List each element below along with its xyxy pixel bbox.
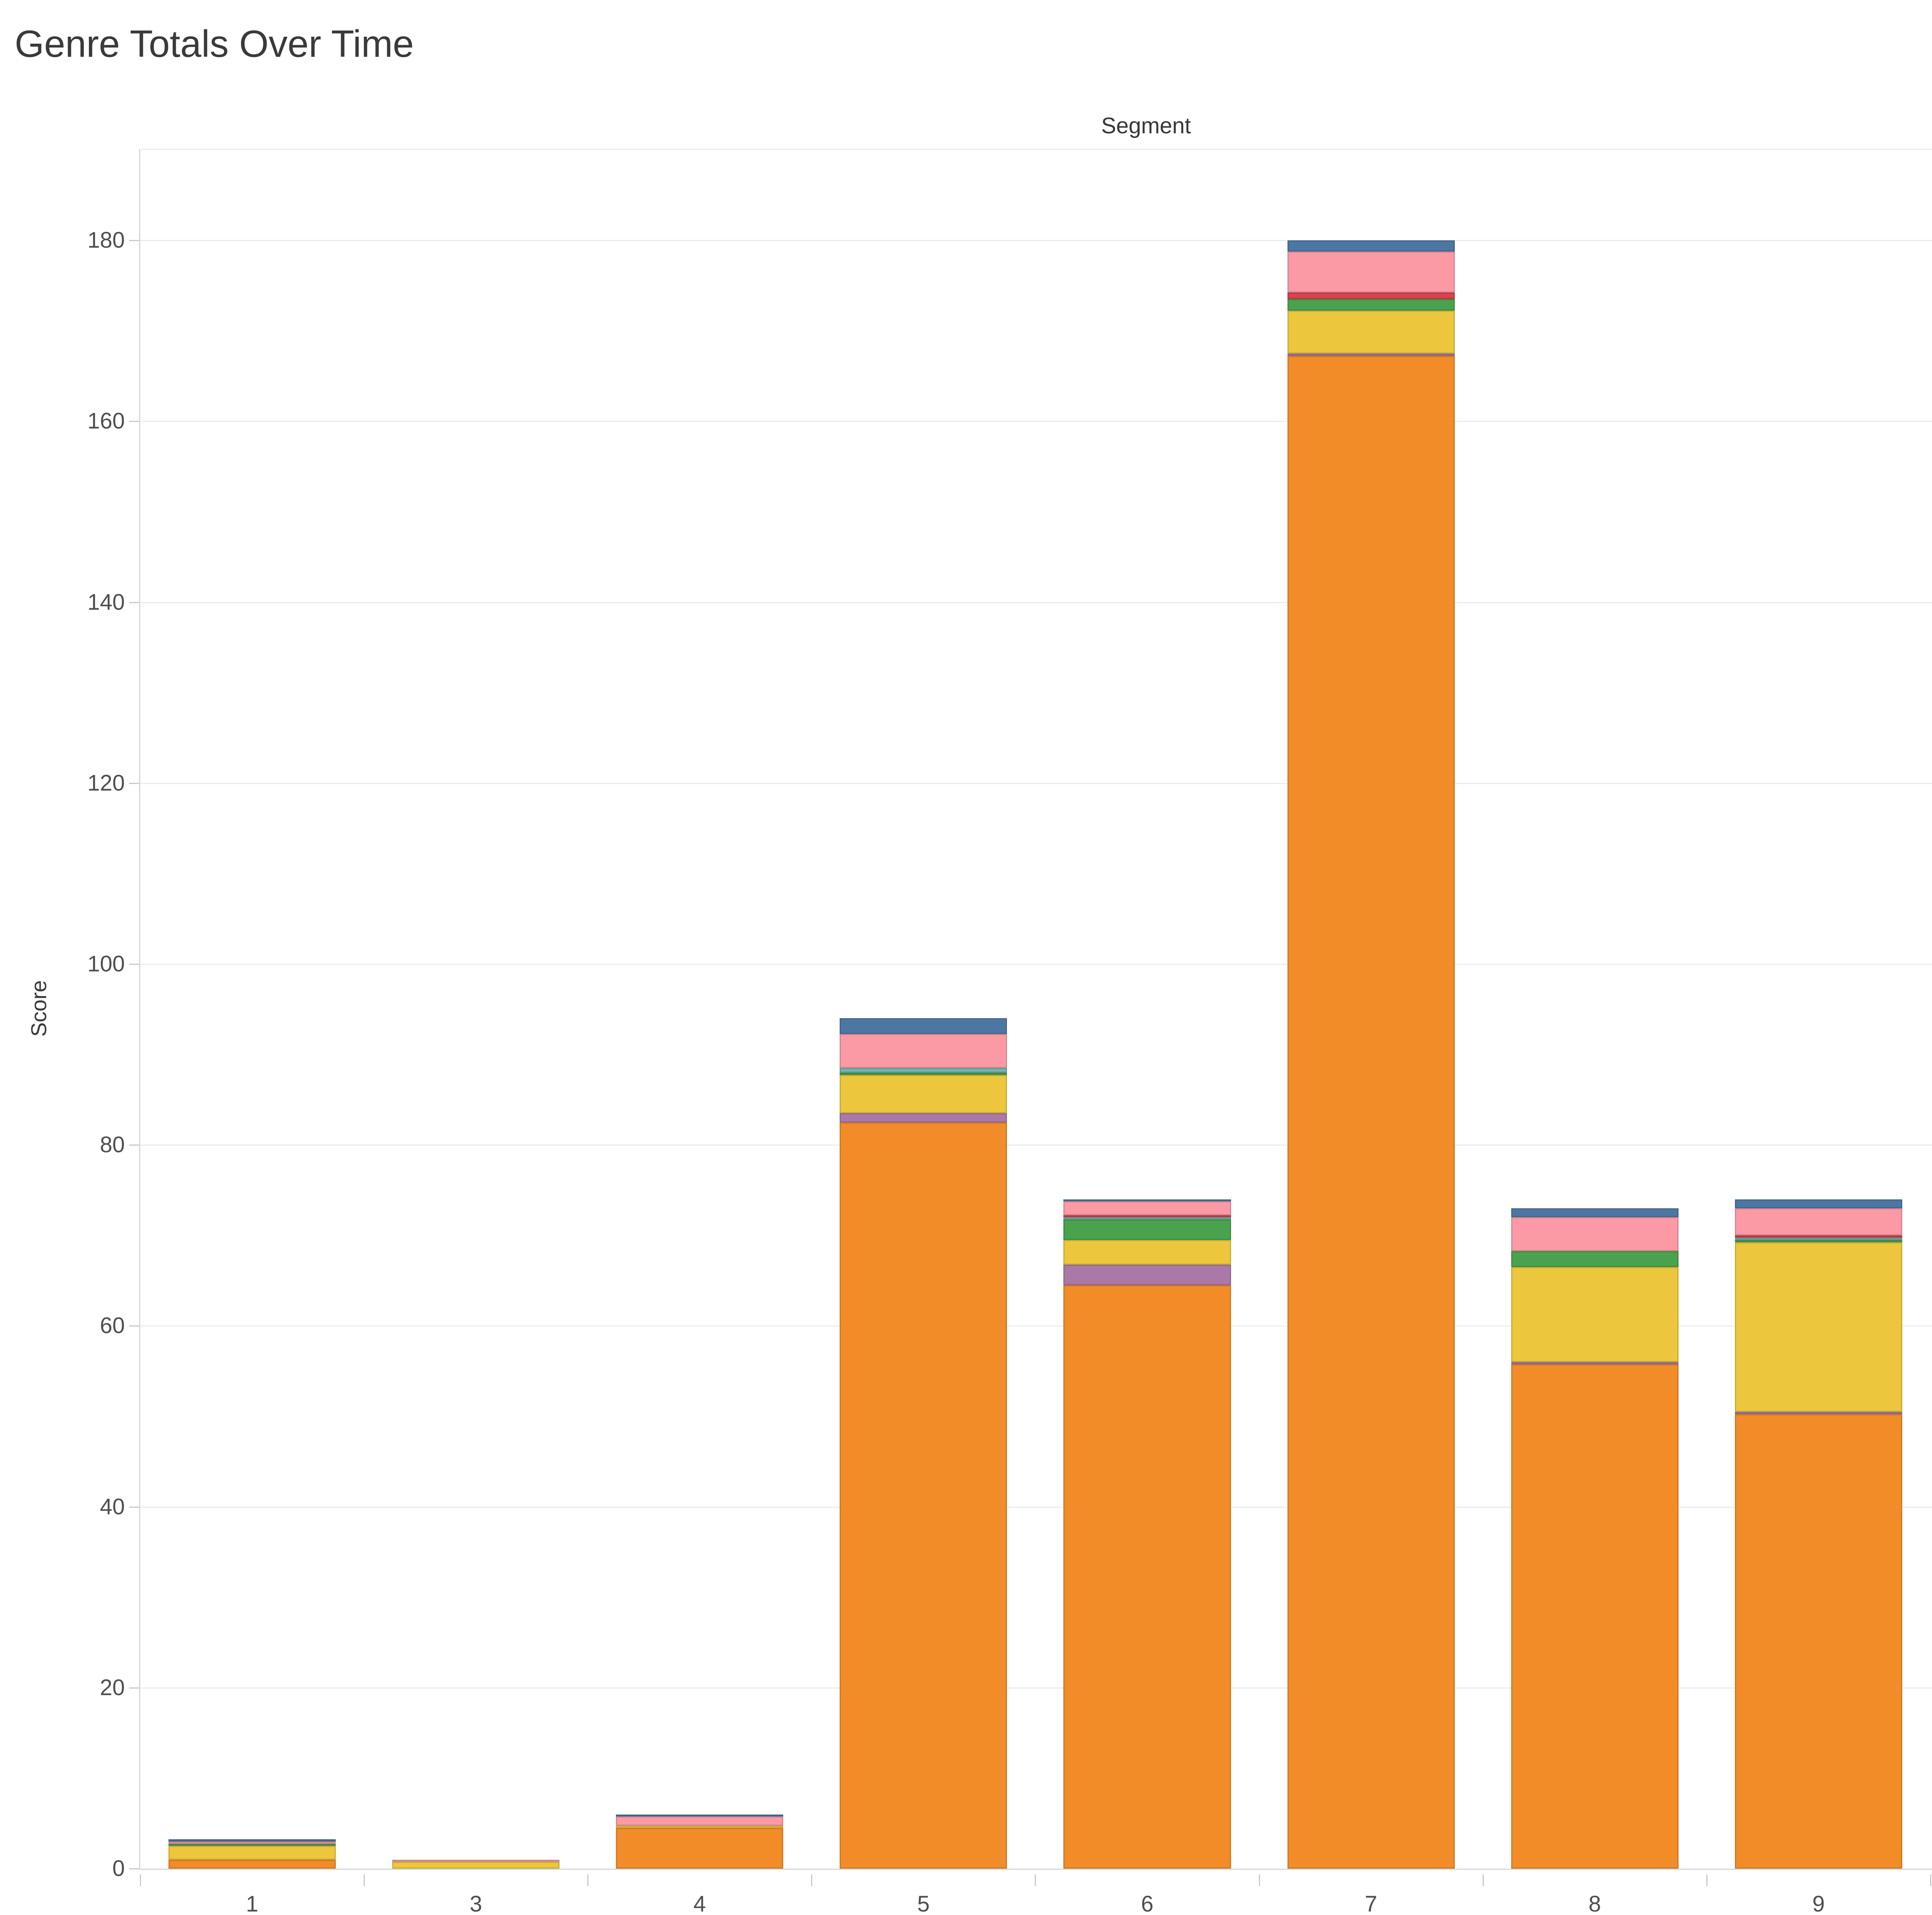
bar-1-romance[interactable]	[168, 1859, 336, 1869]
bar-9-romance[interactable]	[1735, 1414, 1902, 1869]
y-axis-tick-80	[129, 1145, 139, 1146]
bar-4-childrens[interactable]	[616, 1814, 784, 1817]
y-axis-label-120: 120	[87, 770, 125, 796]
y-axis-tick-20	[129, 1687, 139, 1689]
x-axis-label-9: 9	[1812, 1891, 1825, 1915]
x-axis-tick-4	[1035, 1874, 1036, 1886]
x-axis-title: Segment	[1101, 113, 1191, 138]
bar-6-romance[interactable]	[1063, 1285, 1231, 1869]
bar-9-fantasy-sci-fi[interactable]	[1735, 1208, 1902, 1236]
bar-4-mystery-thriller[interactable]	[616, 1825, 784, 1828]
gridline-100	[140, 963, 1932, 965]
bar-9-childrens[interactable]	[1735, 1199, 1902, 1209]
bar-7-romance[interactable]	[1287, 355, 1455, 1869]
bar-5-childrens[interactable]	[840, 1018, 1007, 1034]
y-axis-tick-100	[129, 963, 139, 965]
bar-8-literary[interactable]	[1511, 1251, 1679, 1267]
x-axis-tick-5	[1259, 1874, 1260, 1886]
gridline-80	[140, 1145, 1932, 1146]
x-axis-tick-6	[1482, 1874, 1484, 1886]
y-axis-tick-140	[129, 602, 139, 603]
bar-1-literary[interactable]	[168, 1844, 336, 1846]
bar-6-literary[interactable]	[1063, 1219, 1231, 1240]
bar-8-childrens[interactable]	[1511, 1208, 1679, 1218]
bar-6-graphic[interactable]	[1063, 1215, 1231, 1218]
x-axis-tick-7	[1706, 1874, 1708, 1886]
bar-5-historical[interactable]	[840, 1068, 1007, 1073]
x-axis-tick-8	[1930, 1874, 1931, 1886]
bar-6-mystery-thriller[interactable]	[1063, 1240, 1231, 1265]
gridline-180	[140, 240, 1932, 242]
bar-6-historical[interactable]	[1063, 1217, 1231, 1220]
y-axis-label-160: 160	[87, 408, 125, 434]
chart-title: Genre Totals Over Time	[15, 22, 414, 65]
y-axis-label-60: 60	[100, 1313, 125, 1338]
x-axis-tick-3	[811, 1874, 813, 1886]
bar-7-nonfiction[interactable]	[1287, 353, 1455, 356]
bar-4-fantasy-sci-fi[interactable]	[616, 1816, 784, 1826]
gridline-20	[140, 1687, 1932, 1689]
y-axis-tick-60	[129, 1325, 139, 1327]
y-axis-label-0: 0	[112, 1856, 125, 1881]
x-axis-label-8: 8	[1588, 1891, 1601, 1915]
bar-8-romance[interactable]	[1511, 1364, 1679, 1869]
x-axis-tick-1	[364, 1874, 365, 1886]
gridline-40	[140, 1506, 1932, 1508]
gridline-140	[140, 602, 1932, 603]
bar-7-mystery-thriller[interactable]	[1287, 310, 1455, 354]
bar-7-graphic[interactable]	[1287, 292, 1455, 299]
y-axis-label-100: 100	[87, 951, 125, 976]
bar-5-mystery-thriller[interactable]	[840, 1075, 1007, 1114]
x-axis-label-3: 3	[469, 1891, 482, 1915]
y-axis-label-40: 40	[100, 1494, 125, 1519]
bar-9-nonfiction[interactable]	[1735, 1412, 1902, 1414]
y-axis-tick-120	[129, 782, 139, 784]
bar-3-fantasy-sci-fi[interactable]	[392, 1859, 560, 1862]
x-axis-label-1: 1	[246, 1891, 259, 1915]
plot-area: 0204060801001201401601801345678910	[87, 149, 1932, 1915]
y-axis-label-180: 180	[87, 228, 125, 253]
bar-7-childrens[interactable]	[1287, 240, 1455, 252]
bar-1-childrens[interactable]	[168, 1839, 336, 1842]
y-axis-tick-40	[129, 1506, 139, 1508]
x-axis-label-5: 5	[917, 1891, 930, 1915]
bar-6-fantasy-sci-fi[interactable]	[1063, 1201, 1231, 1215]
y-axis-label-80: 80	[100, 1132, 125, 1158]
bar-5-nonfiction[interactable]	[840, 1113, 1007, 1122]
x-axis-tick-2	[587, 1874, 589, 1886]
y-axis-title: Score	[26, 980, 51, 1037]
y-axis-tick-160	[129, 421, 139, 422]
bar-3-mystery-thriller[interactable]	[392, 1862, 560, 1869]
bar-9-graphic[interactable]	[1735, 1235, 1902, 1238]
bar-1-mystery-thriller[interactable]	[168, 1846, 336, 1860]
y-axis-tick-0	[129, 1868, 139, 1869]
bar-9-mystery-thriller[interactable]	[1735, 1242, 1902, 1412]
bar-6-nonfiction[interactable]	[1063, 1265, 1231, 1286]
x-axis-label-6: 6	[1141, 1891, 1154, 1915]
y-axis-label-140: 140	[87, 589, 125, 615]
bar-1-fantasy-sci-fi[interactable]	[168, 1841, 336, 1844]
x-axis-label-7: 7	[1364, 1891, 1378, 1915]
bar-9-historical[interactable]	[1735, 1238, 1902, 1240]
bar-8-mystery-thriller[interactable]	[1511, 1267, 1679, 1362]
bar-5-romance[interactable]	[840, 1122, 1007, 1869]
bar-9-literary[interactable]	[1735, 1240, 1902, 1242]
bar-7-literary[interactable]	[1287, 299, 1455, 311]
gridline-60	[140, 1325, 1932, 1327]
bar-4-romance[interactable]	[616, 1828, 784, 1869]
y-axis-tick-180	[129, 240, 139, 242]
bar-6-childrens[interactable]	[1063, 1199, 1231, 1202]
y-axis-label-20: 20	[100, 1675, 125, 1700]
x-axis-tick-0	[140, 1874, 141, 1886]
gridline-160	[140, 421, 1932, 422]
bar-8-nonfiction[interactable]	[1511, 1362, 1679, 1364]
bar-5-literary[interactable]	[840, 1072, 1007, 1075]
x-axis-label-4: 4	[693, 1891, 706, 1915]
gridline-120	[140, 782, 1932, 784]
bar-7-fantasy-sci-fi[interactable]	[1287, 252, 1455, 293]
bar-8-fantasy-sci-fi[interactable]	[1511, 1217, 1679, 1252]
bar-5-fantasy-sci-fi[interactable]	[840, 1034, 1007, 1068]
